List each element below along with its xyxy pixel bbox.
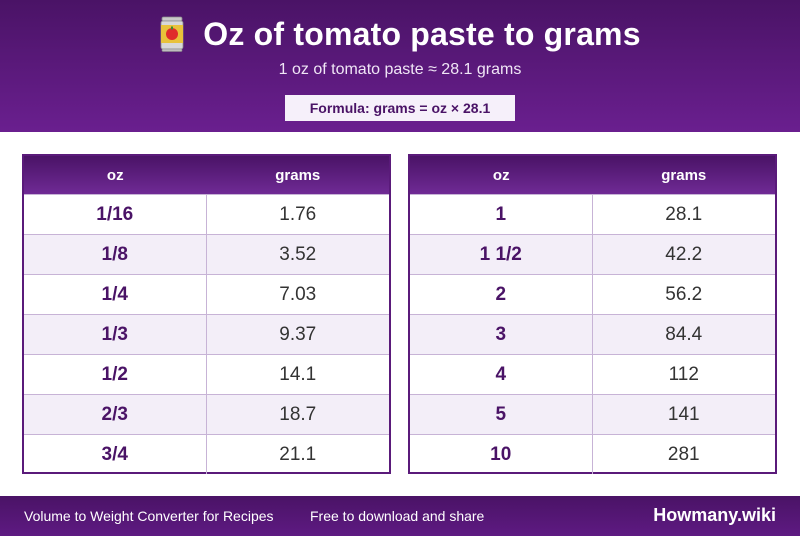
oz-cell: 4 xyxy=(410,355,593,394)
table-row: 3 84.4 xyxy=(410,314,775,354)
column-header-oz: oz xyxy=(492,166,510,184)
grams-cell: 14.1 xyxy=(279,363,317,385)
tomato-paste-can-icon xyxy=(159,16,185,52)
table-row: 2 56.2 xyxy=(410,274,775,314)
table-row: 1 1/2 42.2 xyxy=(410,234,775,274)
table-row: 5 141 xyxy=(410,394,775,434)
grams-cell: 18.7 xyxy=(279,403,317,425)
formula-badge: Formula: grams = oz × 28.1 xyxy=(285,95,515,121)
column-header-grams: grams xyxy=(661,166,707,184)
conversion-table-left: oz grams 1/16 1.76 1/8 3.52 1/4 7.03 1/3… xyxy=(22,154,391,474)
page-subtitle: 1 oz of tomato paste ≈ 28.1 grams xyxy=(278,61,522,78)
header-banner: Oz of tomato paste to grams 1 oz of toma… xyxy=(0,0,800,132)
table-row: 3/4 21.1 xyxy=(24,434,389,474)
table-row: 1/4 7.03 xyxy=(24,274,389,314)
grams-cell: 1.76 xyxy=(279,203,317,225)
footer-bar: Volume to Weight Converter for Recipes F… xyxy=(0,496,800,536)
oz-cell: 1 xyxy=(410,195,593,234)
grams-cell: 84.4 xyxy=(665,323,703,345)
table-row: 1/16 1.76 xyxy=(24,194,389,234)
grams-cell: 112 xyxy=(668,363,699,385)
oz-cell: 3 xyxy=(410,315,593,354)
oz-cell: 1/3 xyxy=(24,315,207,354)
brand-logo[interactable]: Howmany.wiki xyxy=(653,505,776,525)
page-title: Oz of tomato paste to grams xyxy=(203,15,641,52)
grams-cell: 21.1 xyxy=(279,443,317,465)
grams-cell: 7.03 xyxy=(279,283,317,305)
oz-cell: 2/3 xyxy=(24,395,207,434)
conversion-table-right: oz grams 1 28.1 1 1/2 42.2 2 56.2 3 84.4… xyxy=(408,154,777,474)
oz-cell: 1/2 xyxy=(24,355,207,394)
table-header: oz grams xyxy=(410,156,775,194)
oz-cell: 1/16 xyxy=(24,195,207,234)
footer-converter-text: Volume to Weight Converter for Recipes xyxy=(24,508,274,524)
title-row: Oz of tomato paste to grams xyxy=(0,12,800,56)
table-row: 4 112 xyxy=(410,354,775,394)
table-row: 10 281 xyxy=(410,434,775,474)
footer-share-text: Free to download and share xyxy=(310,508,485,524)
table-row: 1/3 9.37 xyxy=(24,314,389,354)
table-row: 1/2 14.1 xyxy=(24,354,389,394)
grams-cell: 42.2 xyxy=(665,243,703,265)
oz-cell: 1 1/2 xyxy=(410,235,593,274)
grams-cell: 141 xyxy=(667,403,700,425)
table-header: oz grams xyxy=(24,156,389,194)
table-row: 1/8 3.52 xyxy=(24,234,389,274)
table-row: 1 28.1 xyxy=(410,194,775,234)
oz-cell: 1/8 xyxy=(24,235,207,274)
grams-cell: 3.52 xyxy=(279,243,317,265)
oz-cell: 5 xyxy=(410,395,593,434)
grams-cell: 56.2 xyxy=(665,283,703,305)
oz-cell: 10 xyxy=(410,435,593,474)
grams-cell: 28.1 xyxy=(665,203,703,225)
table-row: 2/3 18.7 xyxy=(24,394,389,434)
oz-cell: 1/4 xyxy=(24,275,207,314)
grams-cell: 281 xyxy=(667,443,700,465)
column-header-oz: oz xyxy=(106,166,124,184)
grams-cell: 9.37 xyxy=(279,323,317,345)
column-header-grams: grams xyxy=(275,166,321,184)
oz-cell: 3/4 xyxy=(24,435,207,474)
oz-cell: 2 xyxy=(410,275,593,314)
